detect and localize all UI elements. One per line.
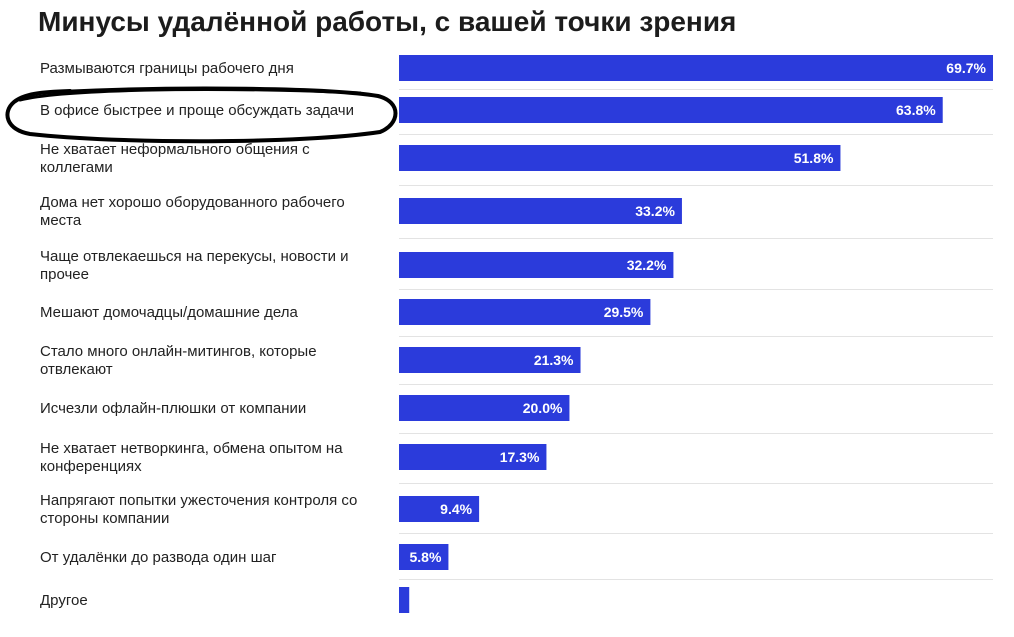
category-label: Чаще отвлекаешься на перекусы, новости и… <box>40 248 349 283</box>
category-label: В офисе быстрее и проще обсуждать задачи <box>40 102 354 119</box>
category-label: Исчезли офлайн-плюшки от компании <box>40 400 306 417</box>
category-label: Не хватает нетворкинга, обмена опытом на… <box>40 440 343 475</box>
bar <box>399 145 841 171</box>
bar <box>399 55 993 81</box>
bar <box>399 347 581 373</box>
bar <box>399 299 651 325</box>
bar <box>399 395 570 421</box>
bar <box>399 496 480 522</box>
value-label: 5.8% <box>410 549 442 565</box>
value-label: 69.7% <box>946 60 986 76</box>
value-label: 17.3% <box>500 449 540 465</box>
category-label: Дома нет хорошо оборудованного рабочего м… <box>40 194 345 229</box>
highlight-ellipse-overstroke <box>18 87 362 102</box>
category-label: От удалёнки до развода один шаг <box>40 549 277 566</box>
chart-title: Минусы удалённой работы, с вашей точки з… <box>38 6 737 37</box>
category-label: Стало много онлайн-митингов, которые отвл… <box>40 343 317 378</box>
bar <box>399 444 547 470</box>
category-label: Не хватает неформального общения с коллег… <box>40 141 310 176</box>
value-label: 32.2% <box>627 257 667 273</box>
category-label: Другое <box>40 592 88 609</box>
bar <box>399 544 449 570</box>
value-label: 33.2% <box>635 203 675 219</box>
category-label: Мешают домочадцы/домашние дела <box>40 304 299 321</box>
bar <box>399 198 682 224</box>
category-label: Размываются границы рабочего дня <box>40 60 294 77</box>
value-label: 29.5% <box>604 304 644 320</box>
category-label: Напрягают попытки ужесточения контроля с… <box>40 492 357 527</box>
value-label: 21.3% <box>534 352 574 368</box>
bar <box>399 97 943 123</box>
value-label: 9.4% <box>440 501 472 517</box>
value-label: 51.8% <box>794 150 834 166</box>
bar <box>399 252 674 278</box>
bar <box>399 587 410 613</box>
value-label: 63.8% <box>896 102 936 118</box>
value-label: 20.0% <box>523 400 563 416</box>
